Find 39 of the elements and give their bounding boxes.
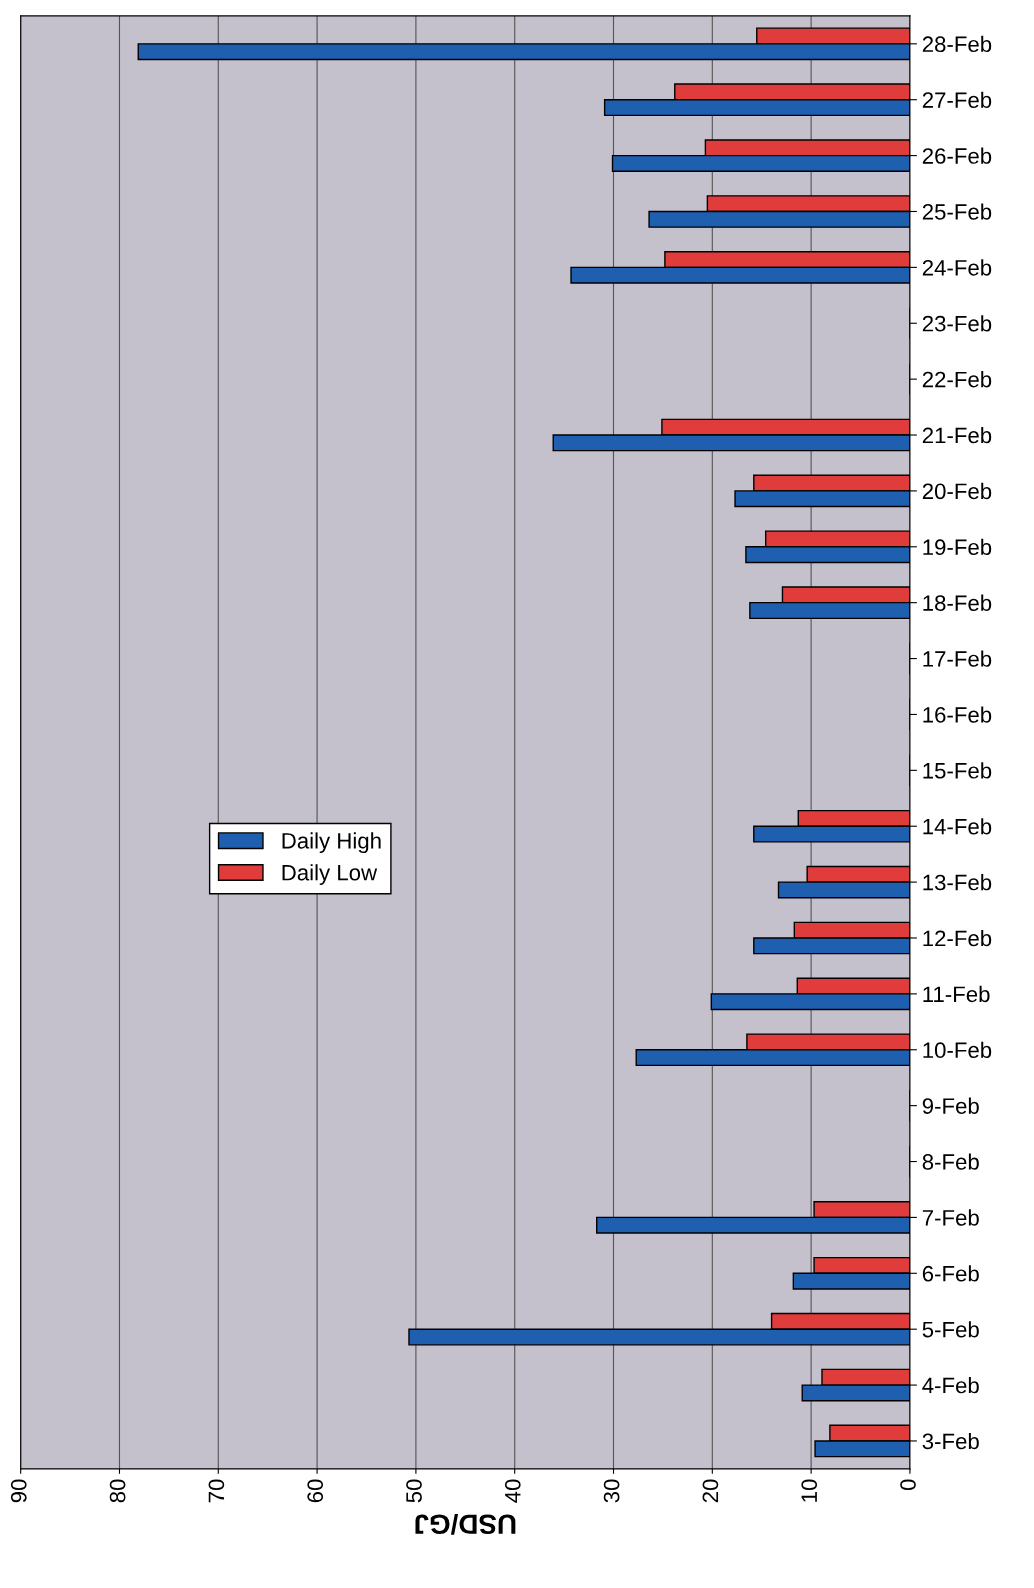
y-tick-label: 26-Feb [922, 147, 992, 164]
y-tick-label: 18-Feb [923, 594, 992, 611]
x-tick-label: 10 [801, 1479, 818, 1502]
y-tick-label: 7-Feb [922, 1209, 979, 1226]
y-tick-label: 4-Feb [922, 1377, 979, 1394]
y-tick-label: 3-Feb [922, 1432, 979, 1450]
y-tick-label: 11-Feb [923, 985, 990, 1003]
y-tick-label: 10-Feb [923, 1041, 992, 1059]
y-tick-label: 6-Feb [922, 1265, 979, 1282]
legend-label: Daily Low [282, 864, 378, 885]
x-tick-label: 0 [900, 1479, 916, 1491]
x-tick-label: 50 [406, 1479, 422, 1503]
legend-label: Daily High [282, 832, 381, 854]
y-tick-label: 15-Feb [923, 762, 992, 779]
x-tick-label: 40 [504, 1479, 521, 1503]
y-tick-label: 22-Feb [922, 371, 992, 388]
y-tick-label: 5-Feb [922, 1321, 979, 1338]
y-tick-label: 24-Feb [922, 259, 992, 276]
x-tick-label: 30 [603, 1479, 620, 1503]
x-tick-label: 60 [307, 1479, 324, 1503]
y-tick-label: 9-Feb [922, 1097, 979, 1114]
x-tick-label: 70 [208, 1479, 225, 1503]
x-tick-label: 90 [10, 1479, 27, 1503]
y-tick-label: 27-Feb [922, 91, 992, 108]
y-tick-label: 8-Feb [922, 1153, 979, 1170]
y-tick-label: 12-Feb [923, 929, 992, 947]
x-tick-label: 20 [702, 1479, 719, 1503]
y-tick-label: 16-Feb [923, 706, 992, 723]
y-tick-label: 20-Feb [922, 482, 992, 500]
y-tick-label: 28-Feb [922, 35, 992, 53]
y-tick-label: 19-Feb [923, 538, 992, 556]
y-tick-label: 25-Feb [922, 203, 992, 220]
y-tick-label: 14-Feb [923, 818, 992, 835]
y-tick-label: 17-Feb [923, 650, 992, 667]
x-axis-title: USD/GJ [415, 1514, 516, 1535]
y-tick-label: 13-Feb [923, 874, 992, 891]
y-tick-label: 23-Feb [922, 315, 992, 332]
y-tick-label: 21-Feb [922, 426, 992, 444]
x-tick-label: 80 [109, 1479, 126, 1503]
